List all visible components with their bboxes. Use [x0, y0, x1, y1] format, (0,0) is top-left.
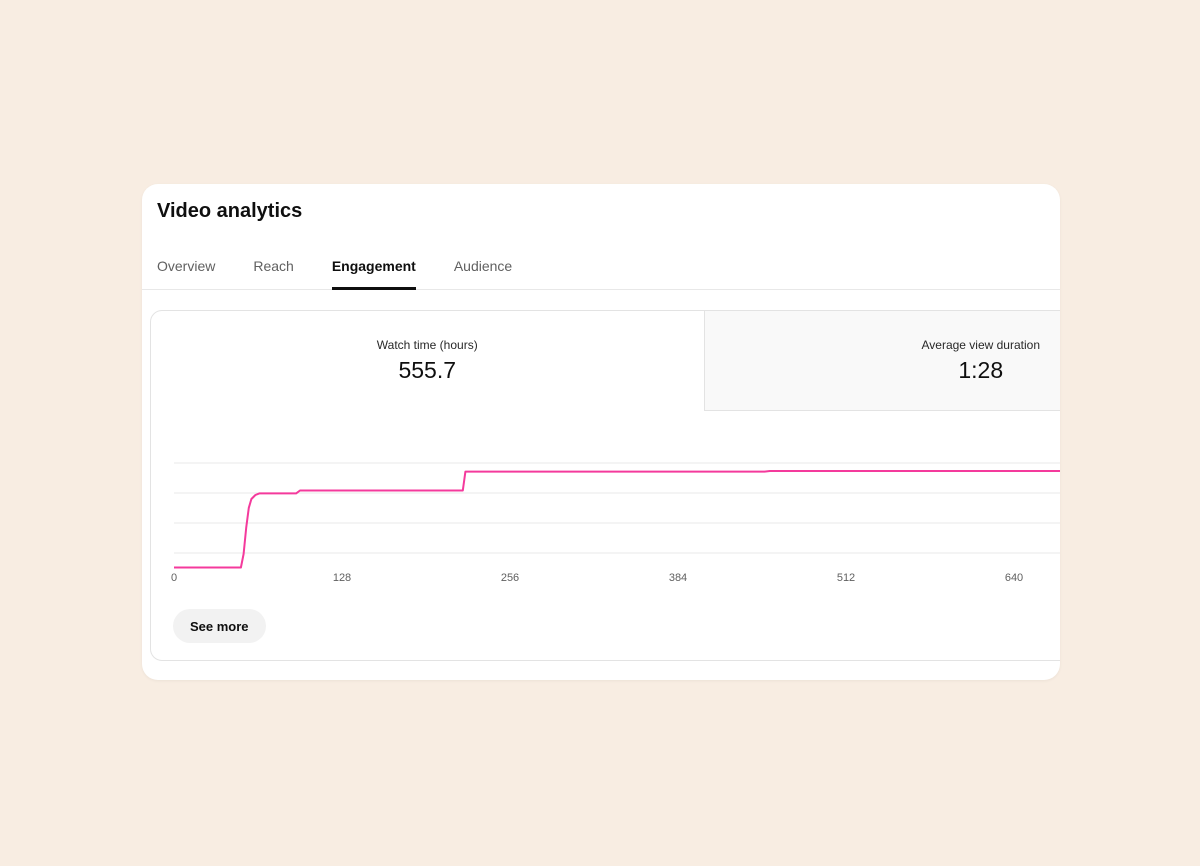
see-more-button[interactable]: See more: [173, 609, 266, 643]
engagement-panel: Watch time (hours) 555.7 Average view du…: [150, 310, 1060, 661]
x-tick-label: 640: [1004, 572, 1024, 584]
watch-time-line-chart: 0 128 256 384 512 640: [151, 411, 1060, 591]
metric-average-view-duration-value: 1:28: [958, 356, 1004, 383]
metric-header-row: Watch time (hours) 555.7 Average view du…: [151, 311, 1060, 411]
x-tick-label: 256: [500, 572, 520, 584]
tab-bar: Overview Reach Engagement Audience: [142, 258, 1060, 290]
metric-watch-time[interactable]: Watch time (hours) 555.7: [151, 311, 704, 411]
tab-audience[interactable]: Audience: [453, 258, 513, 274]
chart-canvas: [174, 462, 1060, 569]
x-tick-label: 128: [332, 572, 352, 584]
x-tick-label: 0: [170, 572, 178, 584]
metric-average-view-duration-label: Average view duration: [921, 337, 1041, 352]
x-tick-label: 512: [836, 572, 856, 584]
x-tick-label: 384: [668, 572, 688, 584]
tab-reach[interactable]: Reach: [253, 258, 294, 274]
watch-time-series-line: [174, 470, 1060, 569]
tab-engagement[interactable]: Engagement: [331, 258, 416, 290]
metric-watch-time-value: 555.7: [398, 357, 457, 383]
video-analytics-card: Video analytics Overview Reach Engagemen…: [142, 184, 1060, 680]
tab-overview[interactable]: Overview: [157, 258, 216, 274]
page-title: Video analytics: [157, 200, 303, 222]
metric-average-view-duration[interactable]: Average view duration 1:28: [703, 311, 1060, 411]
metric-watch-time-label: Watch time (hours): [376, 338, 478, 352]
